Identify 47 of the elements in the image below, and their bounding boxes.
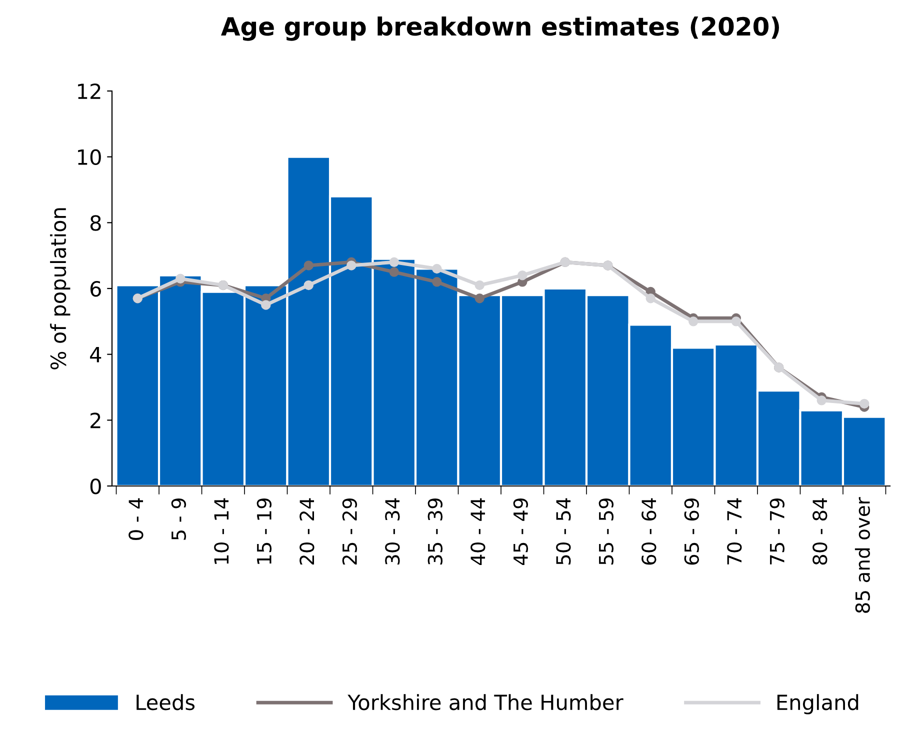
point [176,274,186,284]
x-tick-label: 85 and over [854,497,870,613]
point [859,398,870,409]
x-tick-label: 25 - 29 [342,498,358,565]
y-tick-label: 8 [90,215,101,231]
legend-label: England [777,694,858,714]
legend-label: Yorkshire and The Humber [348,694,624,710]
y-tick-label: 0 [90,478,101,494]
x-tick-label: 15 - 19 [256,498,272,564]
x-tick-label: 50 - 54 [556,498,571,564]
y-tick-label: 2 [90,412,100,428]
point [432,264,442,274]
y-axis-title: % of population [50,208,70,370]
point [816,396,826,406]
x-tick-label: 30 - 34 [385,498,400,564]
point [389,267,399,277]
y-tick-label: 10 [78,149,101,166]
y-tick-label: 4 [90,347,102,362]
point [518,270,528,280]
point [474,294,484,304]
point [474,280,484,290]
point [304,280,314,290]
point [432,277,442,287]
point [646,294,656,304]
x-tick-label: 35 - 39 [428,498,443,564]
x-tick-label: 10 - 14 [214,498,229,564]
point [261,300,271,310]
x-tick-label: 5 - 9 [171,498,186,540]
y-tick-label: 6 [90,280,101,297]
point [389,257,399,268]
chart-title: Age group breakdown estimates (2020) [221,16,779,41]
legend-label: Leeds [136,694,195,710]
y-tick-label: 12 [78,83,100,99]
x-tick-label: 55 - 59 [598,498,614,564]
point [346,260,356,270]
x-tick-label: 60 - 64 [642,498,656,565]
x-tick-label: 20 - 24 [300,498,314,565]
point [304,260,314,270]
point [731,316,741,326]
x-tick-label: 0 - 4 [128,498,144,540]
x-tick-label: 75 - 79 [770,498,784,564]
x-tick-label: 65 - 69 [684,498,700,565]
x-tick-label: 70 - 74 [727,498,742,564]
x-tick-label: 45 - 49 [513,498,528,566]
x-tick-label: 40 - 44 [470,498,486,566]
x-tick-label: 80 - 84 [812,498,828,565]
point [688,316,698,326]
